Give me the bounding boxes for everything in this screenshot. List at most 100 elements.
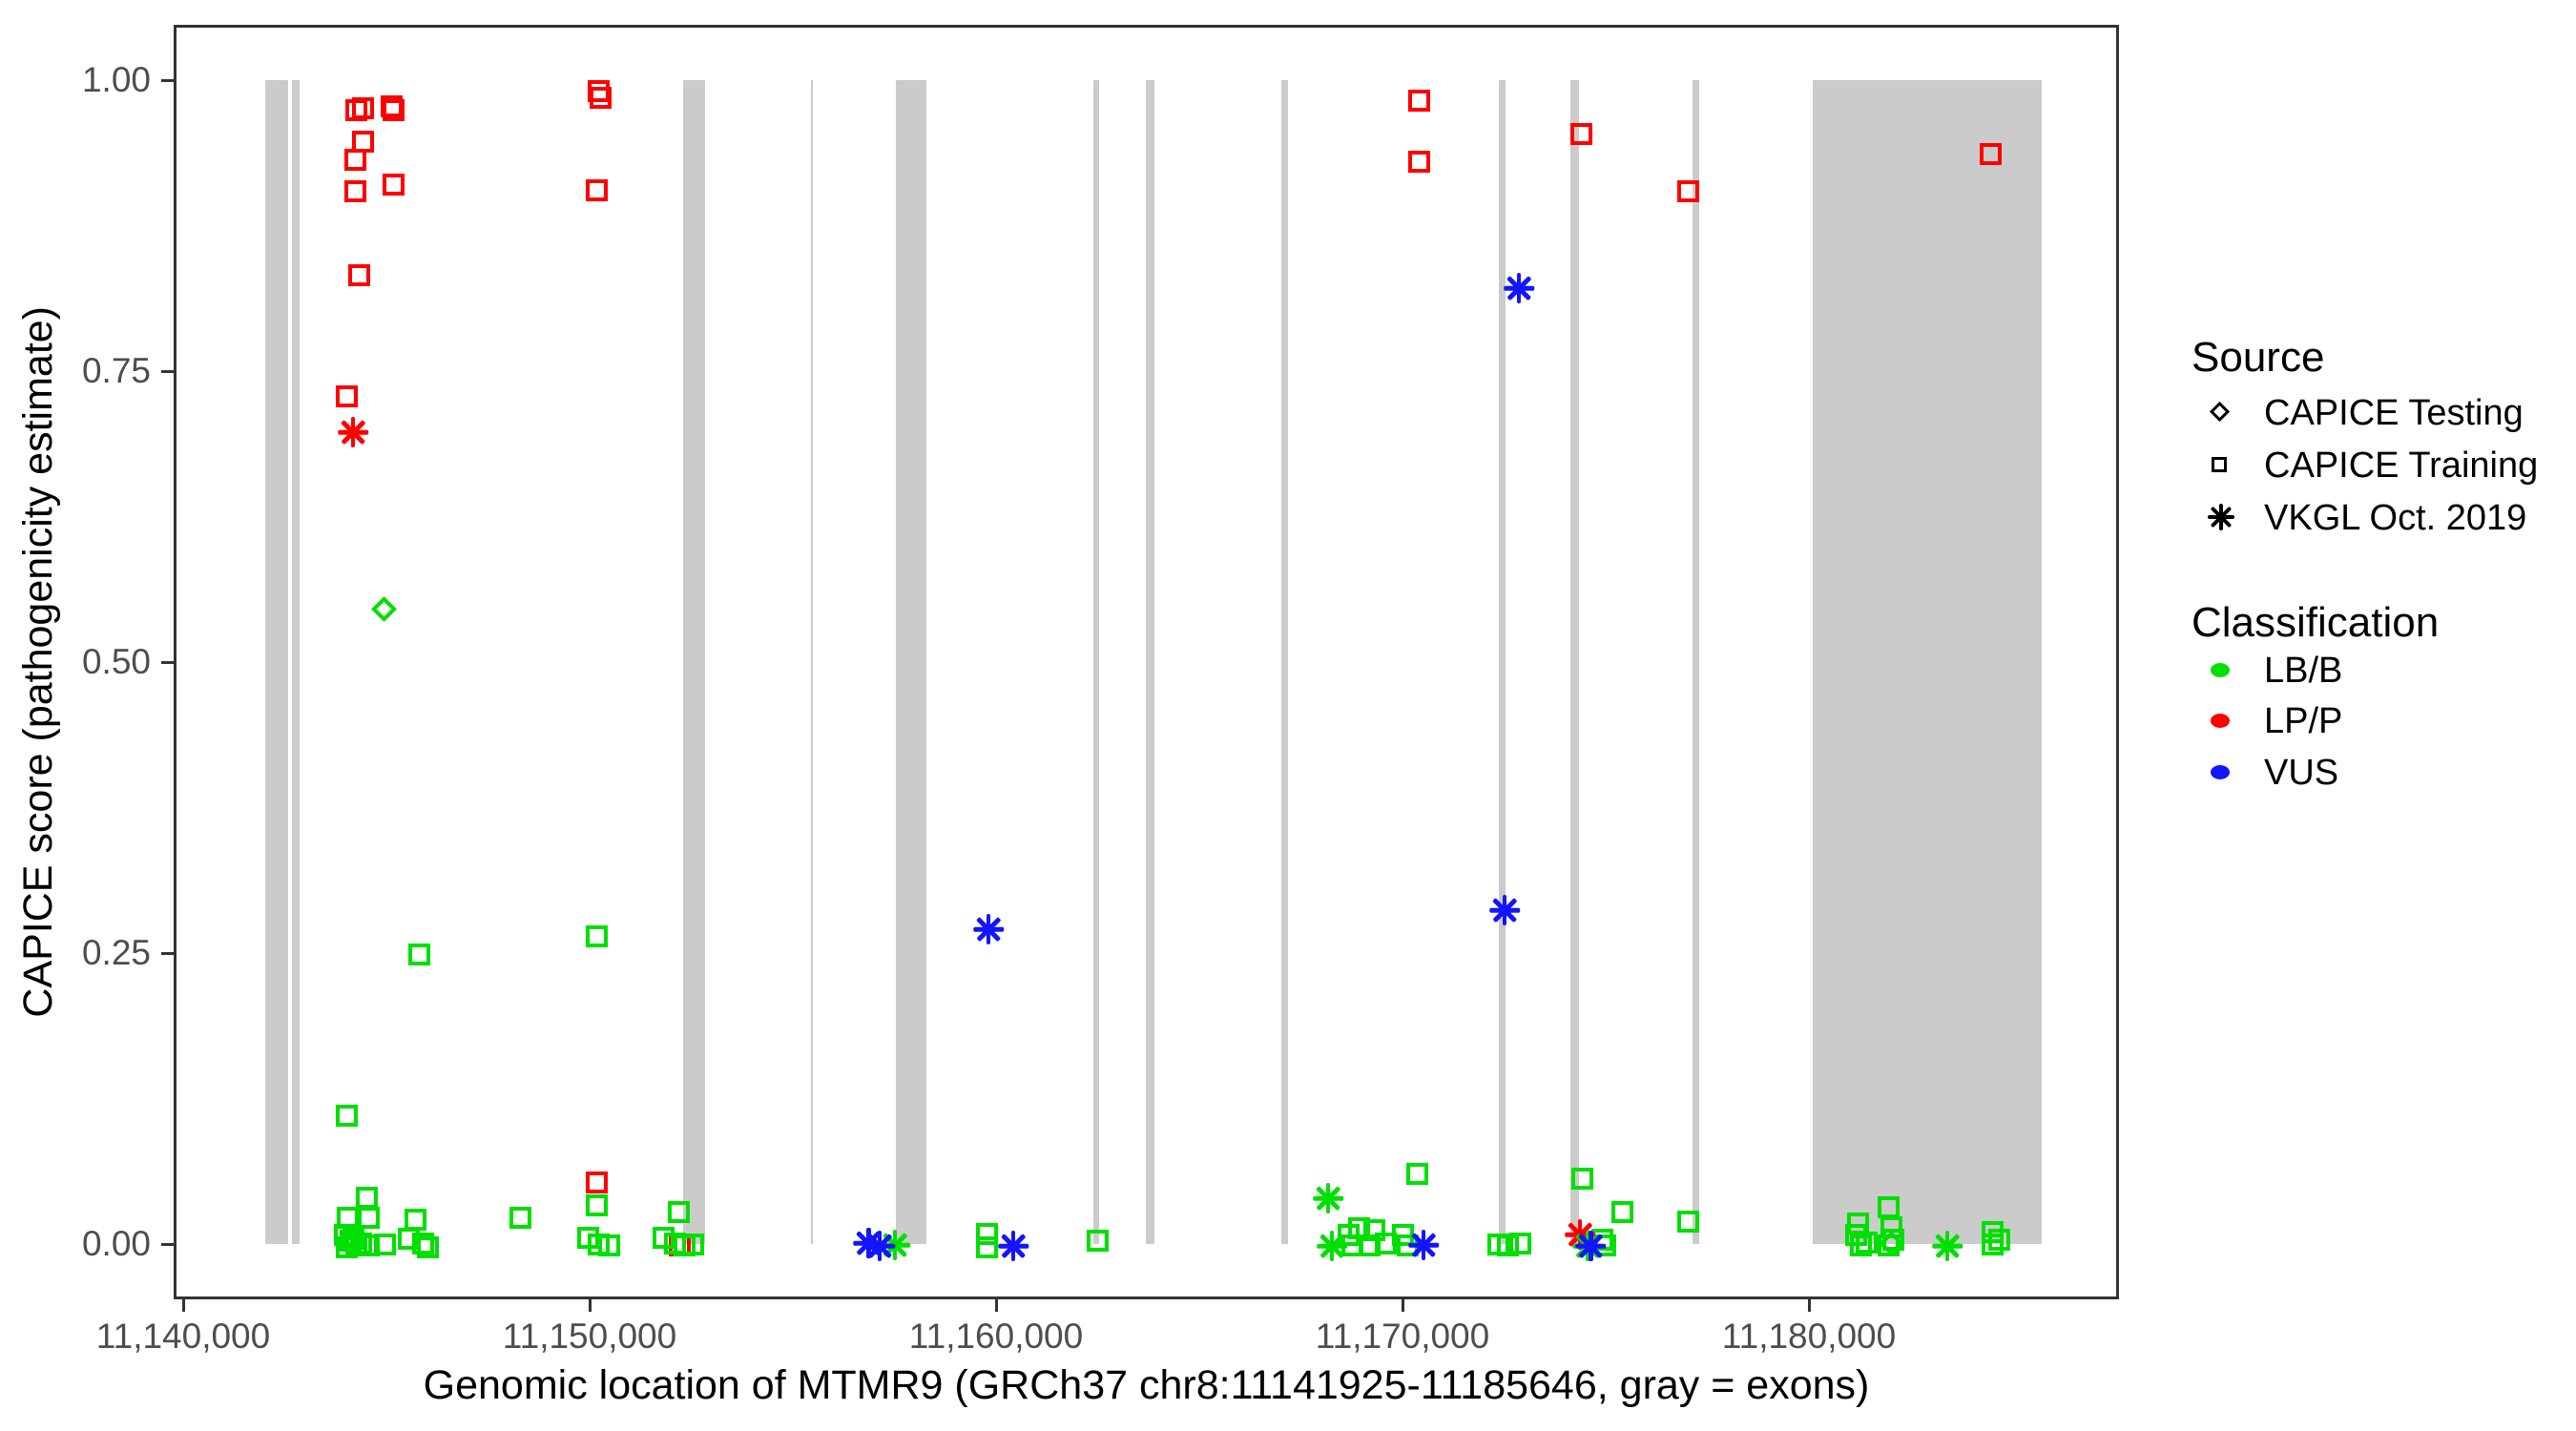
x-tick-label: 11,150,000	[502, 1317, 677, 1356]
green-dot-icon	[2201, 644, 2239, 695]
data-point	[585, 1172, 608, 1194]
data-point	[975, 1235, 998, 1258]
data-point	[408, 944, 431, 966]
data-point	[336, 1104, 359, 1127]
data-point	[1877, 1234, 1900, 1257]
data-point	[383, 98, 405, 121]
data-point	[1316, 1230, 1347, 1261]
asterisk-icon	[2201, 491, 2239, 543]
exon-band	[1569, 80, 1579, 1244]
legend-source-title: Source	[2192, 334, 2325, 381]
data-point	[587, 1234, 610, 1256]
data-point	[380, 94, 403, 117]
diamond-icon	[2201, 386, 2239, 438]
data-point	[667, 1200, 690, 1223]
x-tick-label: 11,160,000	[908, 1317, 1084, 1356]
x-tick-mark	[994, 1299, 998, 1312]
y-tick-label: 0.25	[81, 933, 151, 972]
data-point	[598, 1234, 621, 1257]
y-tick-label: 0.75	[81, 351, 151, 390]
y-tick-mark	[161, 1242, 174, 1246]
data-point	[343, 149, 366, 172]
data-point	[411, 1232, 434, 1255]
data-point	[1856, 1231, 1878, 1254]
data-point	[1504, 272, 1535, 303]
data-point	[1980, 142, 2003, 165]
data-point	[585, 1193, 608, 1216]
y-tick-label: 1.00	[81, 60, 151, 99]
data-point	[1611, 1200, 1634, 1223]
data-point	[343, 179, 366, 202]
y-tick-label: 0.00	[81, 1224, 151, 1263]
data-point	[382, 173, 405, 196]
data-point	[879, 1229, 910, 1260]
data-point	[1408, 1229, 1440, 1260]
x-tick-mark	[1807, 1299, 1811, 1312]
data-point	[373, 1234, 396, 1256]
data-point	[1982, 1234, 2005, 1256]
data-point	[998, 1230, 1029, 1261]
data-point	[1489, 895, 1521, 926]
data-point	[1496, 1234, 1519, 1257]
legend-item-vus: VUS	[2185, 746, 2566, 798]
data-point	[863, 1230, 895, 1261]
data-point	[1363, 1219, 1386, 1242]
data-point	[585, 924, 608, 947]
data-point	[1849, 1234, 1872, 1257]
square-icon	[2201, 439, 2239, 490]
legend-item-capice-testing: CAPICE Testing	[2185, 386, 2566, 438]
data-point	[1408, 151, 1431, 174]
y-tick-mark	[161, 660, 174, 664]
legend-item-lbb: LB/B	[2185, 644, 2566, 695]
data-point	[370, 596, 397, 622]
data-point	[1676, 179, 1699, 202]
data-point	[509, 1207, 532, 1229]
data-point	[1575, 1230, 1607, 1261]
data-point	[853, 1228, 884, 1259]
red-dot-icon	[2201, 695, 2239, 746]
legend: Source CAPICE Testing CAPICE Training VK…	[2185, 0, 2566, 1431]
exon-band	[896, 80, 927, 1244]
data-point	[1508, 1232, 1531, 1255]
exon-band	[1498, 80, 1506, 1244]
x-tick-label: 11,170,000	[1315, 1317, 1490, 1356]
blue-dot-icon	[2201, 746, 2239, 798]
exon-band	[1693, 80, 1699, 1244]
exon-band	[292, 80, 300, 1244]
data-point	[589, 87, 612, 110]
x-tick-mark	[181, 1299, 185, 1312]
data-point	[1570, 123, 1593, 146]
x-tick-label: 11,140,000	[95, 1317, 271, 1356]
exon-band	[1146, 80, 1155, 1244]
data-point	[1988, 1229, 2011, 1252]
data-point	[338, 417, 369, 447]
x-tick-mark	[1401, 1299, 1404, 1312]
x-tick-mark	[588, 1299, 592, 1312]
data-point	[358, 1234, 381, 1257]
exon-band	[1812, 80, 2042, 1244]
data-point	[348, 263, 371, 286]
data-point	[973, 913, 1005, 944]
x-tick-label: 11,180,000	[1721, 1317, 1897, 1356]
y-tick-mark	[161, 369, 174, 373]
data-point	[1570, 1167, 1593, 1190]
plot-panel	[174, 25, 2119, 1299]
data-point	[356, 1187, 379, 1210]
legend-item-lpp: LP/P	[2185, 695, 2566, 746]
data-point	[1881, 1229, 1904, 1252]
exon-band	[1281, 80, 1288, 1244]
legend-item-vkgl: VKGL Oct. 2019	[2185, 491, 2566, 543]
data-point	[336, 384, 359, 407]
y-tick-mark	[161, 78, 174, 82]
x-axis-title: Genomic location of MTMR9 (GRCh37 chr8:1…	[423, 1362, 1870, 1408]
data-point	[586, 178, 609, 201]
exon-band	[1092, 80, 1099, 1244]
data-point	[343, 1227, 364, 1250]
data-point	[1677, 1210, 1700, 1233]
legend-classification-title: Classification	[2192, 599, 2440, 646]
data-point	[976, 1223, 999, 1246]
data-point	[681, 1234, 704, 1256]
data-point	[1086, 1230, 1109, 1253]
data-point	[653, 1226, 675, 1249]
